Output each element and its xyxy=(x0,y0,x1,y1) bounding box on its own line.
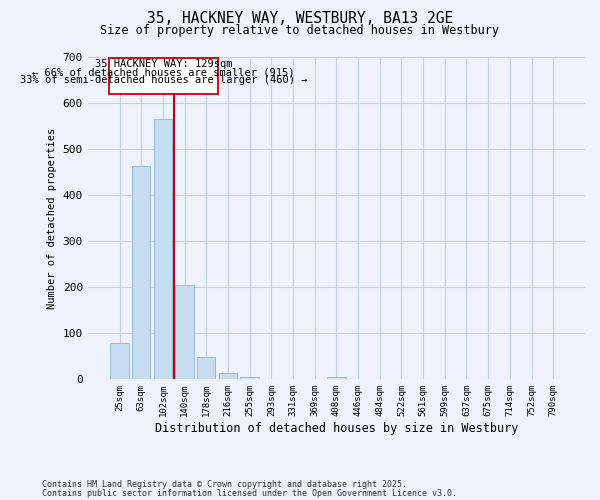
Text: Contains public sector information licensed under the Open Government Licence v3: Contains public sector information licen… xyxy=(42,489,457,498)
Text: ← 66% of detached houses are smaller (915): ← 66% of detached houses are smaller (91… xyxy=(32,67,295,77)
Bar xyxy=(110,344,129,380)
Bar xyxy=(175,285,194,380)
Bar xyxy=(154,119,172,380)
Text: 35 HACKNEY WAY: 129sqm: 35 HACKNEY WAY: 129sqm xyxy=(95,60,232,70)
Bar xyxy=(132,166,151,380)
Y-axis label: Number of detached properties: Number of detached properties xyxy=(47,128,57,308)
X-axis label: Distribution of detached houses by size in Westbury: Distribution of detached houses by size … xyxy=(155,422,518,435)
Bar xyxy=(219,374,237,380)
Text: Contains HM Land Registry data © Crown copyright and database right 2025.: Contains HM Land Registry data © Crown c… xyxy=(42,480,407,489)
Bar xyxy=(197,357,215,380)
FancyBboxPatch shape xyxy=(109,58,218,94)
Text: 35, HACKNEY WAY, WESTBURY, BA13 2GE: 35, HACKNEY WAY, WESTBURY, BA13 2GE xyxy=(147,11,453,26)
Bar xyxy=(241,377,259,380)
Text: Size of property relative to detached houses in Westbury: Size of property relative to detached ho… xyxy=(101,24,499,37)
Bar xyxy=(327,377,346,380)
Text: 33% of semi-detached houses are larger (460) →: 33% of semi-detached houses are larger (… xyxy=(20,75,307,85)
